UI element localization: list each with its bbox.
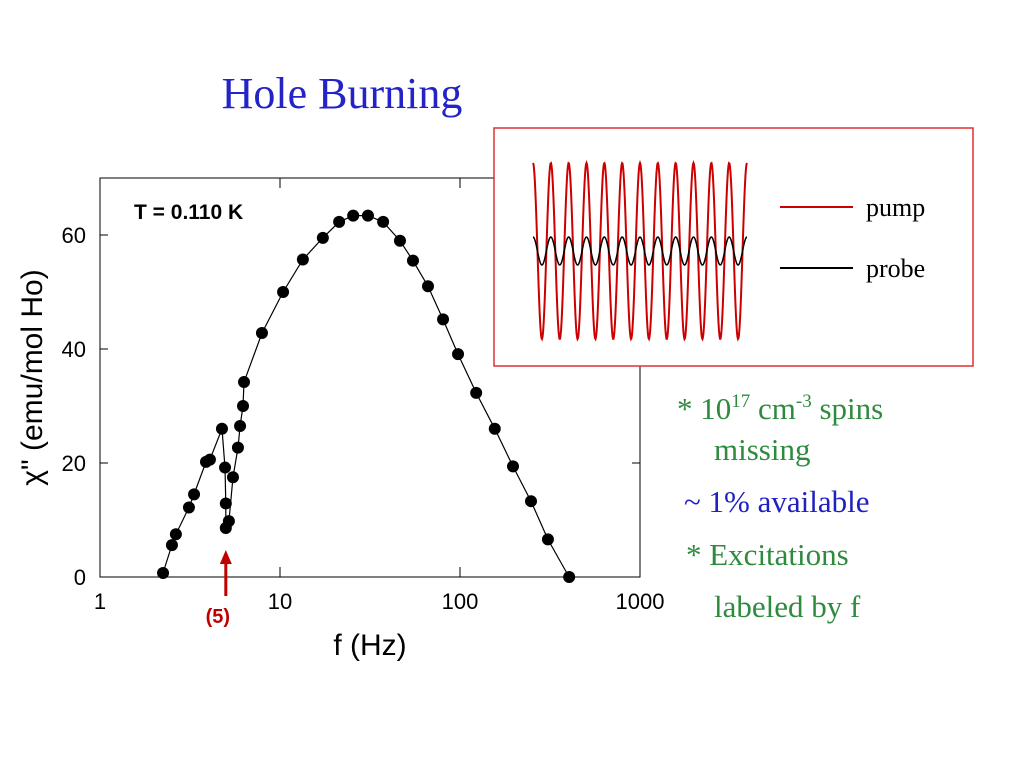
point (541, 533, 554, 546)
note: * Excitations (686, 537, 849, 572)
plot-frame (99, 177, 641, 578)
point (169, 528, 182, 541)
point (470, 386, 483, 399)
point (525, 495, 538, 508)
point (219, 497, 232, 510)
y-tick-label: 60 (62, 223, 86, 248)
point (296, 253, 309, 266)
point (316, 231, 329, 244)
note: ~ 1% available (684, 484, 869, 519)
point (333, 215, 346, 228)
x-tick-label: 10 (268, 589, 292, 614)
note: * 1017 cm-3 spins (677, 391, 883, 426)
x-axis-label: f (Hz) (333, 629, 406, 662)
point (238, 376, 251, 389)
note-part: spins (812, 391, 884, 426)
point (182, 501, 195, 514)
annotation: T = 0.110 K (134, 201, 243, 224)
note-sup: -3 (796, 391, 812, 412)
note-part: cm (750, 391, 796, 426)
point (406, 254, 419, 267)
waveform (532, 236, 748, 266)
point (215, 422, 228, 435)
slide-title: Hole Burning (222, 69, 463, 118)
note: labeled by f (714, 589, 861, 624)
point (452, 348, 465, 361)
point (563, 571, 576, 583)
point (203, 453, 216, 466)
y-axis-label: χ" (emu/mol Ho) (16, 269, 49, 485)
point (421, 280, 434, 293)
marker-arrowhead (219, 550, 232, 564)
plot: 0 20 40 60 1 10 100 1000 f (Hz) χ" (emu/mol Ho) T … (16, 177, 665, 662)
y-tick-label: 0 (74, 565, 86, 590)
inset: pump probe (493, 127, 974, 367)
waveform (532, 160, 748, 342)
x-tick-label: 1 (94, 589, 106, 614)
point (361, 209, 374, 222)
point (222, 515, 235, 528)
x-tick-label: 100 (442, 589, 479, 614)
notes: * 1017 cm-3 spins missing ~ 1% available… (677, 391, 883, 624)
legend-label: probe (866, 254, 925, 283)
point (437, 313, 450, 326)
legend-label: pump (866, 193, 925, 222)
point (226, 471, 239, 484)
y-tick-label: 40 (62, 337, 86, 362)
point (507, 460, 520, 473)
point (255, 327, 268, 340)
point (393, 234, 406, 247)
point (237, 400, 250, 412)
note-sup: 17 (731, 391, 750, 412)
point (488, 422, 501, 435)
point (188, 488, 201, 501)
x-tick-label: 1000 (616, 589, 665, 614)
point (219, 461, 232, 474)
note: missing (714, 432, 810, 467)
point (347, 209, 360, 222)
y-tick-label: 20 (62, 451, 86, 476)
note-part: * 10 (677, 391, 731, 426)
point (165, 539, 178, 552)
point (234, 419, 247, 432)
point (277, 286, 290, 298)
marker-label: (5) (206, 606, 230, 628)
point (377, 215, 390, 228)
point (231, 441, 244, 454)
point (157, 567, 170, 580)
